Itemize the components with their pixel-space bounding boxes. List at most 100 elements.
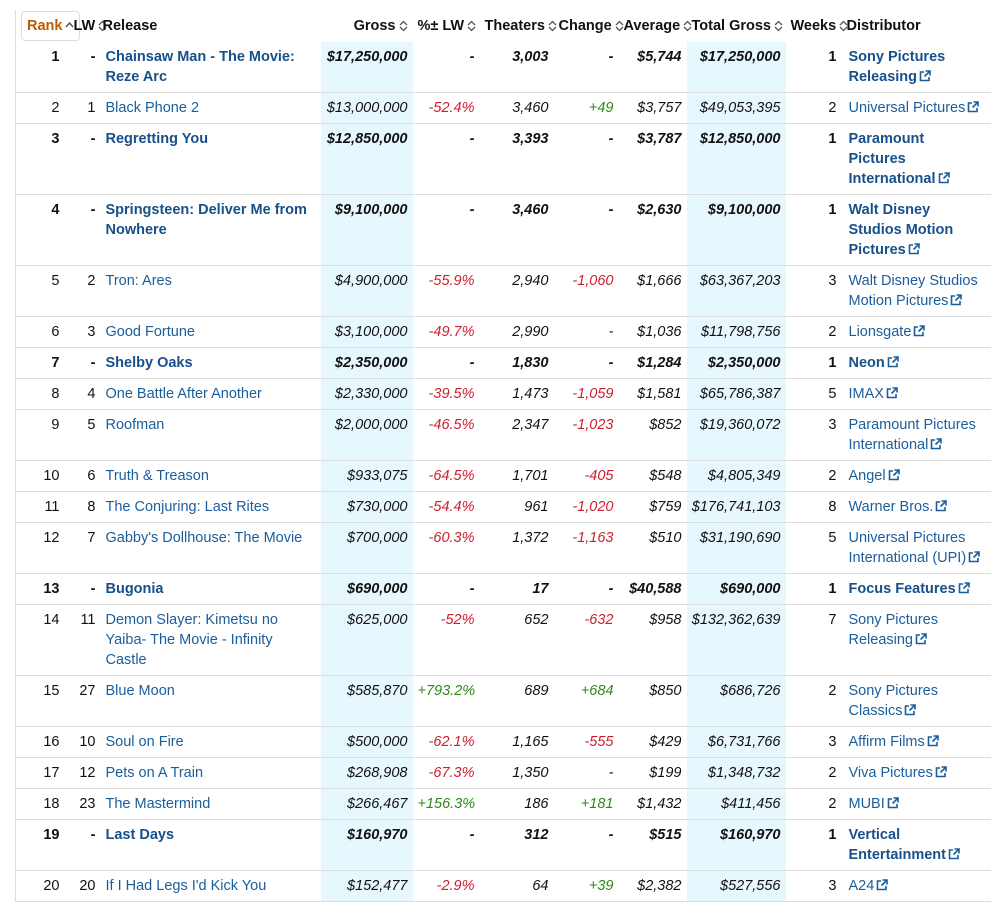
distributor-link[interactable]: A24 [849, 878, 889, 894]
distributor-name[interactable]: Lionsgate [848, 324, 912, 340]
distributor-link[interactable]: Focus Features [849, 581, 970, 597]
column-header[interactable]: Weeks [786, 10, 848, 42]
sorted-header[interactable]: Rank [21, 11, 81, 41]
distributor-link[interactable]: Walt Disney Studios Motion Pictures [849, 202, 954, 258]
distributor-link[interactable]: Vertical Entertainment [849, 827, 961, 863]
sort-icon[interactable] [615, 20, 624, 32]
header-label[interactable]: LW [73, 18, 96, 34]
release-link[interactable]: One Battle After Another [105, 386, 262, 402]
distributor-link[interactable]: Sony Pictures Classics [849, 683, 938, 719]
release-link[interactable]: Chainsaw Man - The Movie: Reze Arc [105, 49, 295, 85]
distributor-link[interactable]: Universal Pictures [849, 100, 980, 116]
distributor-name[interactable]: Viva Pictures [848, 765, 933, 781]
distributor-name[interactable]: Universal Pictures [848, 100, 966, 116]
sort-icon[interactable] [65, 20, 74, 32]
release-link[interactable]: Bugonia [105, 581, 164, 597]
distributor-link[interactable]: Paramount Pictures International [849, 417, 976, 453]
release-link[interactable]: Roofman [105, 417, 165, 433]
sort-icon[interactable] [548, 20, 557, 32]
cell: - [553, 123, 619, 195]
column-header[interactable]: Change [554, 10, 624, 42]
release-link[interactable]: Pets on A Train [105, 765, 204, 781]
distributor-name[interactable]: IMAX [848, 386, 884, 402]
sort-icon[interactable] [467, 20, 476, 32]
release-link[interactable]: Springsteen: Deliver Me from Nowhere [105, 202, 307, 238]
distributor-link[interactable]: Paramount Pictures International [849, 131, 950, 187]
header-label[interactable]: Theaters [484, 18, 545, 34]
distributor-link[interactable]: IMAX [849, 386, 898, 402]
release-link[interactable]: If I Had Legs I'd Kick You [105, 878, 267, 894]
distributor-link[interactable]: Universal Pictures International (UPI) [849, 530, 981, 566]
distributor-link[interactable]: Sony Pictures Releasing [849, 612, 938, 648]
release-link[interactable]: The Mastermind [105, 796, 211, 812]
distributor-name[interactable]: Focus Features [848, 581, 956, 597]
release-link[interactable]: Last Days [105, 827, 175, 843]
header-label[interactable]: Rank [27, 18, 63, 34]
cell-text: 10 [79, 734, 96, 750]
distributor-name[interactable]: Sony Pictures Classics [848, 683, 938, 719]
release-link[interactable]: Regretting You [105, 131, 209, 147]
distributor-name[interactable]: Sony Pictures Releasing [848, 49, 946, 85]
header-label[interactable]: %± LW [417, 18, 465, 34]
header-label[interactable]: Total Gross [691, 18, 772, 34]
distributor-link[interactable]: Angel [849, 468, 900, 484]
header-label[interactable]: Gross [353, 18, 396, 34]
distributor-link[interactable]: Affirm Films [849, 734, 939, 750]
sort-icon[interactable] [399, 20, 408, 32]
release-link[interactable]: The Conjuring: Last Rites [105, 499, 270, 515]
distributor-name[interactable]: Walt Disney Studios Motion Pictures [848, 273, 978, 309]
distributor-name[interactable]: Paramount Pictures International [848, 417, 976, 453]
release-link[interactable]: Blue Moon [105, 683, 175, 699]
column-header[interactable]: Theaters [480, 10, 557, 42]
header-label[interactable]: Change [558, 18, 612, 34]
distributor-name[interactable]: Neon [848, 355, 885, 371]
distributor-name[interactable]: Walt Disney Studios Motion Pictures [848, 202, 954, 258]
distributor-link[interactable]: Neon [849, 355, 899, 371]
distributor-link[interactable]: Walt Disney Studios Motion Pictures [849, 273, 978, 309]
distributor-name[interactable]: Sony Pictures Releasing [848, 612, 938, 648]
release-link[interactable]: Tron: Ares [105, 273, 172, 289]
distributor-name[interactable]: Affirm Films [848, 734, 925, 750]
distributor-link[interactable]: Warner Bros. [849, 499, 948, 515]
distributor-link[interactable]: Sony Pictures Releasing [849, 49, 946, 85]
distributor-link[interactable]: MUBI [849, 796, 899, 812]
release-link[interactable]: Demon Slayer: Kimetsu no Yaiba- The Movi… [105, 612, 278, 668]
sort-icon[interactable] [683, 20, 692, 32]
sort-icon[interactable] [98, 20, 107, 32]
distributor-name[interactable]: MUBI [848, 796, 885, 812]
header-label[interactable]: Weeks [790, 18, 837, 34]
sort-icon[interactable] [839, 20, 848, 32]
column-header[interactable]: Gross [321, 10, 413, 42]
header-label[interactable]: Average [623, 18, 681, 34]
column-header[interactable]: LW [69, 10, 107, 42]
distributor-link[interactable]: Viva Pictures [849, 765, 947, 781]
header-label[interactable]: Distributor [846, 18, 921, 34]
release-link[interactable]: Shelby Oaks [105, 355, 193, 371]
release-link[interactable]: Black Phone 2 [105, 100, 200, 116]
column-header[interactable]: Rank [16, 10, 81, 42]
column-header[interactable]: Distributor [842, 10, 991, 42]
column-header[interactable]: Total Gross [687, 10, 786, 42]
cell: 5 [785, 522, 842, 574]
distributor-name[interactable]: Vertical Entertainment [848, 827, 947, 863]
distributor-name[interactable]: Paramount Pictures International [848, 131, 936, 187]
release-link[interactable]: Good Fortune [105, 324, 195, 340]
sort-icon[interactable] [774, 20, 783, 32]
distributor-name[interactable]: Angel [848, 468, 886, 484]
release-link[interactable]: Soul on Fire [105, 734, 184, 750]
cell: 1 [785, 194, 842, 266]
cell: 1 [785, 123, 842, 195]
column-header[interactable]: Release [98, 10, 321, 42]
cell: $1,666 [618, 265, 687, 317]
column-header[interactable]: %± LW [413, 10, 480, 42]
distributor-link[interactable]: Lionsgate [849, 324, 926, 340]
cell: -1,060 [553, 265, 619, 317]
release-link[interactable]: Gabby's Dollhouse: The Movie [105, 530, 303, 546]
distributor-name[interactable]: A24 [848, 878, 875, 894]
header-label[interactable]: Release [102, 18, 158, 34]
release-link[interactable]: Truth & Treason [105, 468, 209, 484]
distributor-name[interactable]: Universal Pictures International (UPI) [848, 530, 967, 566]
cell-text: 1 [828, 202, 837, 218]
column-header[interactable]: Average [619, 10, 692, 42]
distributor-name[interactable]: Warner Bros. [848, 499, 934, 515]
